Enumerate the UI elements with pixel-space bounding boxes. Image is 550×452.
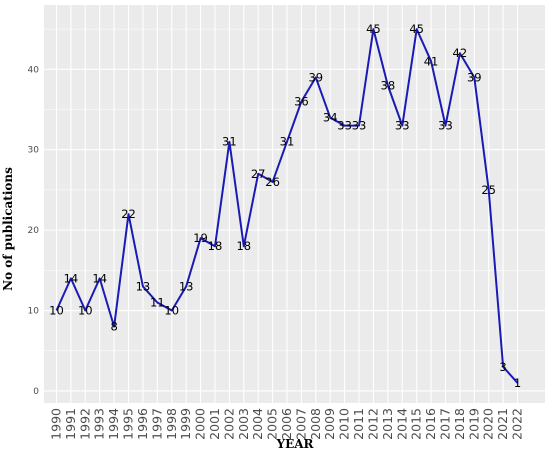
plot-panel xyxy=(44,5,545,403)
data-label: 18 xyxy=(236,239,251,253)
y-tick-label: 20 xyxy=(28,226,40,236)
x-tick-label: 2007 xyxy=(293,408,308,440)
data-label: 45 xyxy=(409,22,424,36)
y-tick-label: 30 xyxy=(28,146,40,156)
x-tick-label: 2001 xyxy=(207,408,222,440)
data-label: 36 xyxy=(294,94,309,108)
x-tick-label: 1998 xyxy=(164,408,179,440)
x-tick-label: 2020 xyxy=(481,408,496,440)
data-label: 1 xyxy=(514,376,521,390)
x-tick-label: 2011 xyxy=(351,408,366,440)
x-tick-label: 2006 xyxy=(279,408,294,440)
x-tick-label: 2010 xyxy=(337,408,352,440)
data-label: 10 xyxy=(78,304,93,318)
data-label: 41 xyxy=(424,54,439,68)
data-label: 22 xyxy=(121,207,136,221)
grid-minor xyxy=(44,28,545,351)
x-tick-label: 2000 xyxy=(193,408,208,440)
x-tick-label: 1997 xyxy=(149,408,164,440)
x-tick-label: 1990 xyxy=(49,408,64,440)
data-label: 27 xyxy=(251,167,266,181)
data-label: 18 xyxy=(208,239,223,253)
x-tick-label: 2005 xyxy=(265,408,280,440)
x-tick-label: 2017 xyxy=(437,408,452,440)
series-line xyxy=(55,28,519,384)
x-tick-label: 2013 xyxy=(380,408,395,440)
x-tick-label: 2003 xyxy=(236,408,251,440)
y-tick-label: 10 xyxy=(28,307,40,317)
x-tick-label: 2022 xyxy=(510,408,525,440)
data-label: 42 xyxy=(453,46,468,60)
data-label: 8 xyxy=(110,320,117,334)
data-label: 3 xyxy=(499,360,506,374)
data-labels: 1014101482213111013191831182726313639343… xyxy=(49,22,521,390)
data-label: 11 xyxy=(150,295,165,309)
data-label: 45 xyxy=(366,22,381,36)
data-label: 33 xyxy=(438,119,453,133)
data-label: 39 xyxy=(308,70,323,84)
x-tick-label: 2008 xyxy=(308,408,323,440)
x-tick-label: 1993 xyxy=(92,408,107,440)
data-label: 31 xyxy=(222,135,237,149)
data-label: 14 xyxy=(64,271,79,285)
x-tick-label: 1991 xyxy=(63,408,78,440)
data-label: 34 xyxy=(323,111,338,125)
data-label: 13 xyxy=(179,279,194,293)
x-tick-label: 2018 xyxy=(452,408,467,440)
data-label: 25 xyxy=(481,183,496,197)
series-layer xyxy=(55,28,519,384)
x-tick-label: 2002 xyxy=(221,408,236,440)
x-tick-label: 2019 xyxy=(466,408,481,440)
data-label: 26 xyxy=(265,175,280,189)
x-tick-label: 2012 xyxy=(365,408,380,440)
data-label: 38 xyxy=(381,78,396,92)
data-label: 33 xyxy=(352,119,367,133)
x-tick-label: 1999 xyxy=(178,408,193,440)
x-tick-label: 2004 xyxy=(250,408,265,440)
data-label: 33 xyxy=(337,119,352,133)
data-label: 19 xyxy=(193,231,208,245)
data-label: 39 xyxy=(467,70,482,84)
x-axis-ticks: 1990 1991 1992 1993 1994 1995 1996 1997 1998 1999… xyxy=(49,408,525,440)
y-tick-label: 0 xyxy=(33,387,39,397)
grid-major xyxy=(44,5,545,403)
x-tick-label: 2021 xyxy=(495,408,510,440)
x-tick-label: 2016 xyxy=(423,408,438,440)
x-tick-label: 2015 xyxy=(409,408,424,440)
x-tick-label: 1994 xyxy=(106,408,121,440)
data-label: 31 xyxy=(280,135,295,149)
data-label: 10 xyxy=(164,304,179,318)
y-axis-ticks: 0 10 20 30 40 xyxy=(28,65,40,397)
x-tick-label: 2014 xyxy=(394,408,409,440)
data-label: 14 xyxy=(92,271,107,285)
data-label: 10 xyxy=(49,304,64,318)
x-tick-label: 1995 xyxy=(121,408,136,440)
x-tick-label: 2009 xyxy=(322,408,337,440)
x-tick-label: 1996 xyxy=(135,408,150,440)
data-label: 33 xyxy=(395,119,410,133)
y-axis-title: No of publications xyxy=(1,167,15,291)
x-axis-title: YEAR xyxy=(276,437,315,451)
y-tick-label: 40 xyxy=(28,65,40,75)
data-label: 13 xyxy=(136,279,151,293)
x-tick-label: 1992 xyxy=(77,408,92,440)
